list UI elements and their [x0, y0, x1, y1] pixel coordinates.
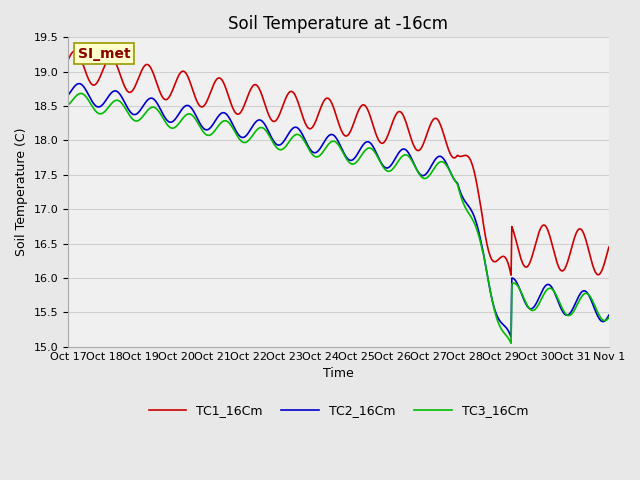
TC2_16Cm	[64, 93, 72, 98]
Line: TC3_16Cm: TC3_16Cm	[68, 94, 609, 343]
TC2_16Cm	[508, 334, 515, 340]
TC3_16Cm	[214, 124, 221, 130]
X-axis label: Time: Time	[323, 367, 354, 380]
TC3_16Cm	[77, 91, 84, 96]
TC3_16Cm	[131, 118, 138, 123]
TC2_16Cm	[74, 81, 82, 87]
Y-axis label: Soil Temperature (C): Soil Temperature (C)	[15, 128, 28, 256]
TC3_16Cm	[605, 315, 612, 321]
Line: TC1_16Cm: TC1_16Cm	[68, 51, 609, 275]
Legend: TC1_16Cm, TC2_16Cm, TC3_16Cm: TC1_16Cm, TC2_16Cm, TC3_16Cm	[144, 399, 533, 422]
TC2_16Cm	[214, 114, 221, 120]
TC3_16Cm	[186, 111, 193, 117]
TC1_16Cm	[186, 77, 193, 83]
TC2_16Cm	[605, 312, 612, 318]
TC2_16Cm	[186, 103, 193, 109]
TC3_16Cm	[64, 102, 72, 108]
Title: Soil Temperature at -16cm: Soil Temperature at -16cm	[228, 15, 449, 33]
TC1_16Cm	[420, 138, 428, 144]
TC2_16Cm	[420, 172, 428, 178]
Text: SI_met: SI_met	[78, 47, 131, 60]
Line: TC2_16Cm: TC2_16Cm	[68, 84, 609, 337]
TC1_16Cm	[71, 48, 79, 54]
TC3_16Cm	[74, 92, 82, 97]
TC3_16Cm	[508, 340, 515, 346]
TC1_16Cm	[405, 128, 413, 134]
TC1_16Cm	[605, 244, 612, 250]
TC1_16Cm	[64, 57, 72, 63]
TC2_16Cm	[131, 112, 138, 118]
TC1_16Cm	[75, 51, 83, 57]
TC1_16Cm	[131, 85, 138, 91]
TC1_16Cm	[508, 272, 515, 278]
TC2_16Cm	[76, 81, 83, 86]
TC3_16Cm	[405, 154, 413, 159]
TC1_16Cm	[214, 75, 221, 81]
TC3_16Cm	[420, 176, 428, 181]
TC2_16Cm	[405, 150, 413, 156]
